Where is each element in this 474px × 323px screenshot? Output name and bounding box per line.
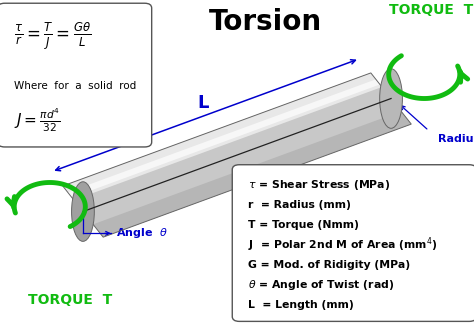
Text: T = Torque (Nmm): T = Torque (Nmm): [248, 220, 359, 230]
Polygon shape: [68, 79, 380, 197]
Text: Where  for  a  solid  rod: Where for a solid rod: [14, 81, 137, 91]
Text: L: L: [198, 94, 209, 112]
Text: L  = Length (mm): L = Length (mm): [248, 300, 354, 310]
Ellipse shape: [72, 182, 94, 241]
Text: TORQUE  T: TORQUE T: [389, 3, 474, 17]
Text: Radius r: Radius r: [438, 134, 474, 144]
Text: J  = Polar 2nd M of Area (mm$^4$): J = Polar 2nd M of Area (mm$^4$): [248, 236, 438, 255]
Text: TORQUE  T: TORQUE T: [28, 293, 113, 307]
Text: $\tau$ = Shear Stress (MPa): $\tau$ = Shear Stress (MPa): [248, 178, 390, 192]
Text: $\theta$ = Angle of Twist (rad): $\theta$ = Angle of Twist (rad): [248, 278, 394, 292]
Polygon shape: [63, 73, 382, 200]
Text: $J = \frac{\pi d^4}{32}$: $J = \frac{\pi d^4}{32}$: [14, 107, 61, 134]
FancyBboxPatch shape: [232, 165, 474, 321]
Polygon shape: [63, 73, 411, 237]
Text: Angle  $\theta$: Angle $\theta$: [116, 226, 168, 240]
Ellipse shape: [380, 69, 402, 128]
Polygon shape: [93, 111, 411, 237]
Text: Torsion: Torsion: [209, 8, 322, 36]
Text: G = Mod. of Ridigity (MPa): G = Mod. of Ridigity (MPa): [248, 260, 410, 270]
FancyBboxPatch shape: [0, 3, 152, 147]
Text: r  = Radius (mm): r = Radius (mm): [248, 200, 351, 210]
Text: $\frac{\tau}{r} = \frac{T}{J} = \frac{G\theta}{L}$: $\frac{\tau}{r} = \frac{T}{J} = \frac{G\…: [14, 21, 91, 52]
